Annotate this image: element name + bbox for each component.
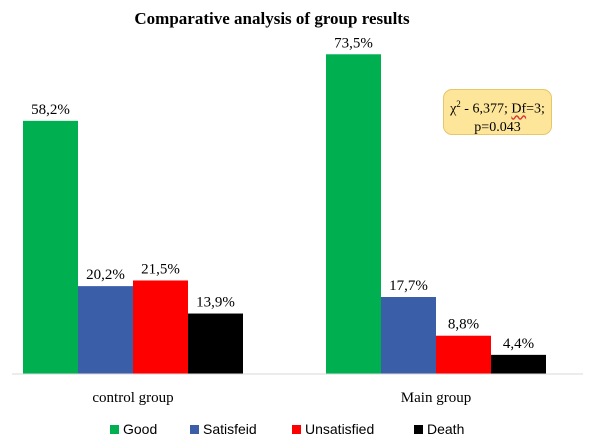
df-word: Df — [511, 101, 527, 117]
legend-label-death: Death — [427, 421, 464, 437]
chi-superscript: 2 — [456, 99, 461, 109]
data-label-death-2: 4,4% — [503, 336, 534, 352]
chi-square-annotation: χ2 - 6,377; Df=3; p=0.043 — [443, 89, 552, 135]
bar-death-1 — [188, 313, 243, 374]
category-label-2: Main group — [401, 390, 471, 406]
legend-label-satisfeid: Satisfeid — [203, 421, 257, 437]
bar-good-1 — [23, 120, 78, 374]
legend-item-death: Death — [414, 421, 464, 437]
chart-title: Comparative analysis of group results — [134, 9, 410, 28]
legend-item-satisfeid: Satisfeid — [190, 421, 257, 437]
bar-satisfeid-2 — [381, 297, 436, 374]
data-label-satisfeid-2: 17,7% — [389, 278, 428, 294]
chi-symbol: χ — [450, 101, 457, 117]
df-value: =3; — [526, 101, 545, 117]
data-label-death-1: 13,9% — [196, 295, 235, 311]
legend-swatch-satisfeid — [190, 425, 199, 434]
bar-unsatisfied-2 — [436, 335, 491, 374]
legend-swatch-death — [414, 425, 423, 434]
annotation-line-1: χ2 - 6,377; Df=3; — [444, 95, 551, 119]
legend: Good Satisfeid Unsatisfied Death — [110, 421, 464, 437]
annotation-line-2: p=0.043 — [474, 119, 521, 135]
data-label-good-1: 58,2% — [31, 102, 70, 118]
data-label-satisfeid-1: 20,2% — [86, 267, 125, 283]
bar-unsatisfied-1 — [133, 280, 188, 374]
bar-good-2 — [326, 54, 381, 375]
legend-item-unsatisfied: Unsatisfied — [292, 421, 374, 437]
bar-satisfeid-1 — [78, 286, 133, 374]
legend-swatch-good — [110, 425, 119, 434]
data-label-unsatisfied-2: 8,8% — [448, 317, 479, 333]
category-label-1: control group — [92, 390, 173, 406]
data-label-good-2: 73,5% — [334, 35, 373, 51]
data-labels-group: 58,2% 20,2% 21,5% 13,9% 73,5% 17,7% 8,8% 4,4% — [31, 35, 534, 352]
data-label-unsatisfied-1: 21,5% — [141, 261, 180, 277]
chi-value: - 6,377; — [460, 101, 512, 117]
legend-item-good: Good — [110, 421, 157, 437]
legend-label-unsatisfied: Unsatisfied — [305, 421, 374, 437]
legend-label-good: Good — [123, 421, 157, 437]
bars-group — [23, 54, 546, 375]
legend-swatch-unsatisfied — [292, 425, 301, 434]
category-labels-group: control group Main group — [92, 390, 471, 406]
bar-death-2 — [491, 354, 546, 374]
